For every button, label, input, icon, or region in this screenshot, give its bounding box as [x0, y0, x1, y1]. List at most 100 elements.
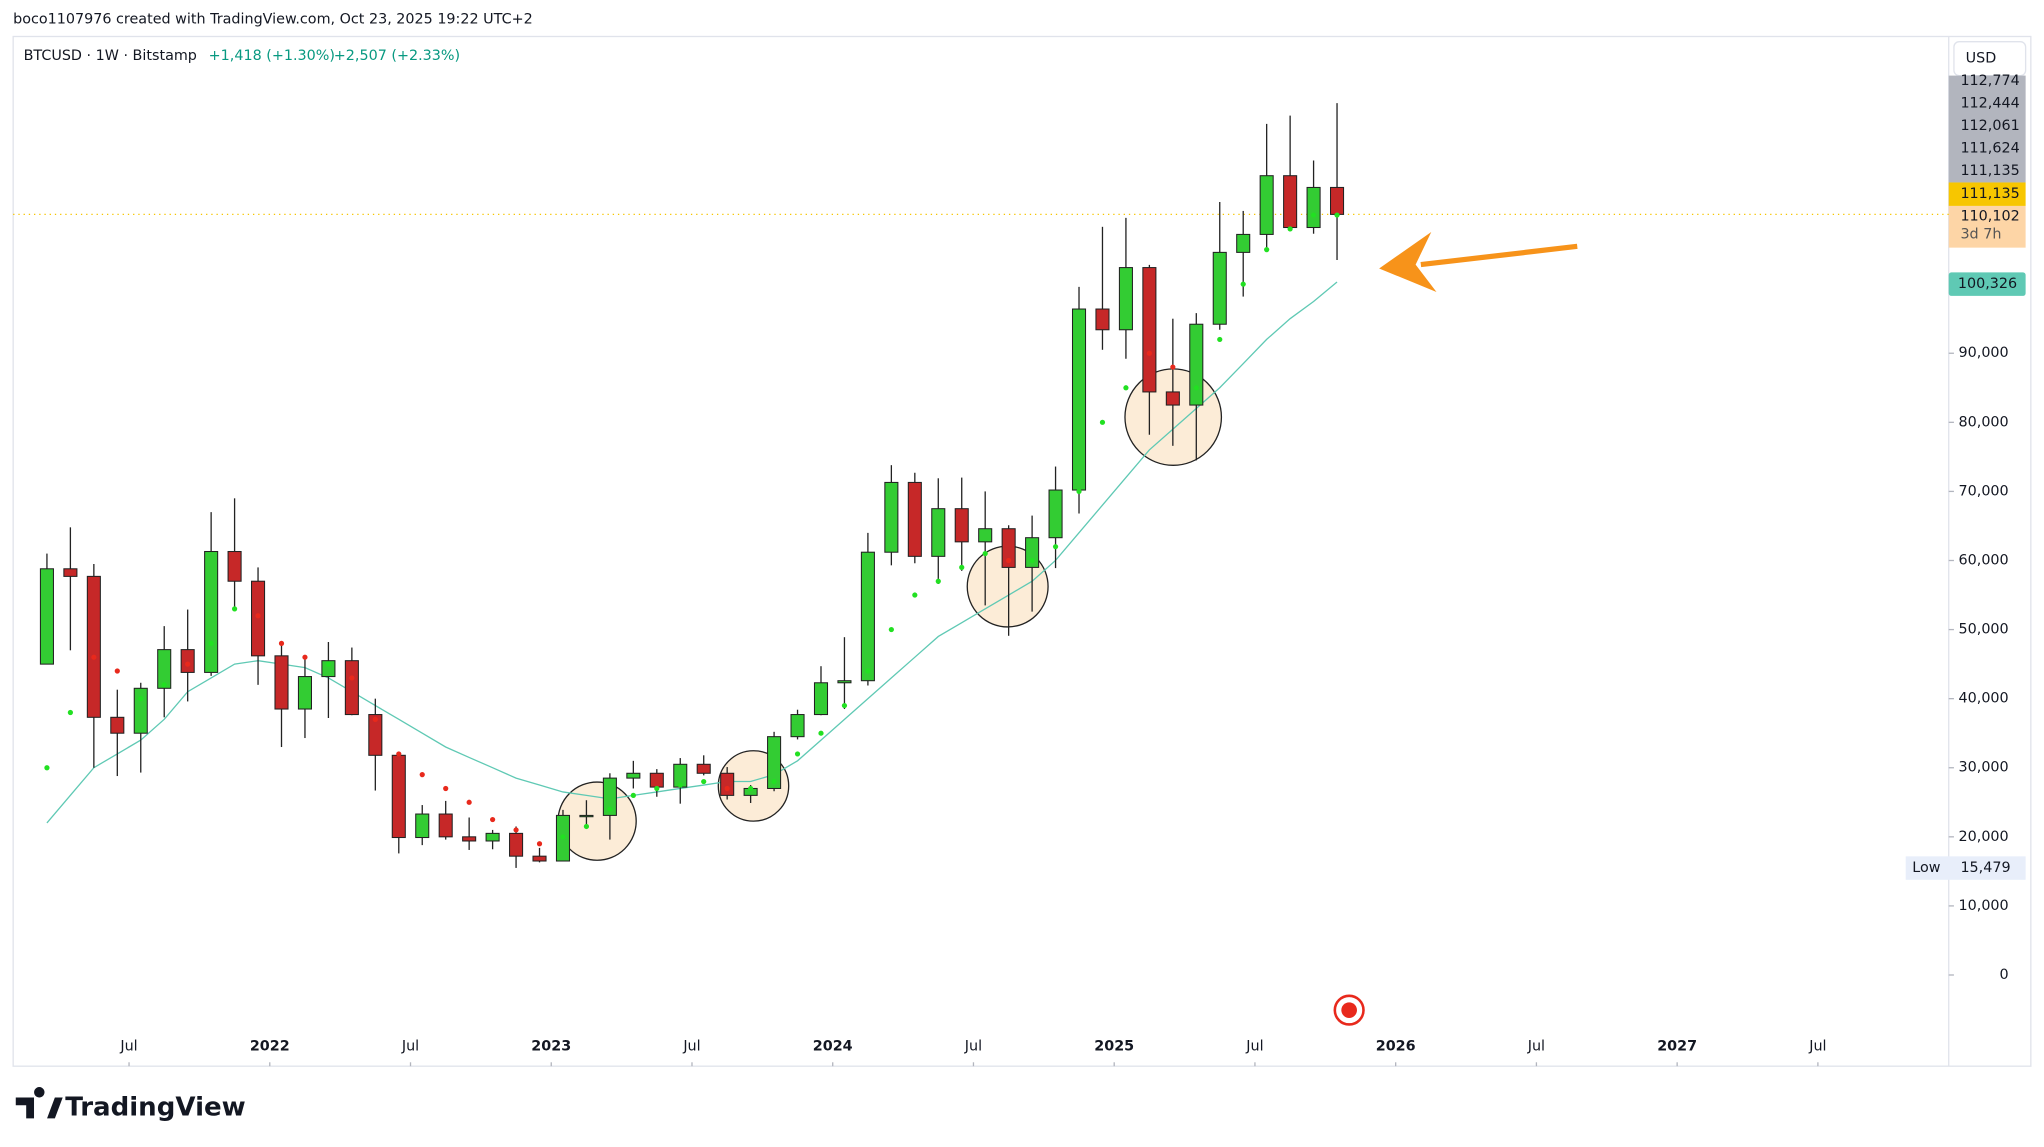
change: +1,418 (+1.30%) [209, 48, 335, 64]
tag-bg [1948, 182, 2026, 206]
candle-body [415, 813, 430, 839]
moving-average [46, 281, 1338, 824]
x-tick-label: Jul [964, 1039, 982, 1055]
candle-body [1236, 233, 1251, 253]
y-tick-label: 50,000 [1959, 622, 2009, 638]
candle-body [1306, 186, 1321, 229]
trend-dot [771, 778, 777, 785]
trend-dot [1240, 281, 1246, 287]
y-tick-label: 20,000 [1959, 829, 2009, 845]
y-tick-label: 0 [2000, 967, 2009, 983]
trend-dot [490, 816, 496, 823]
trend-dot [349, 675, 355, 681]
candle-body [602, 777, 617, 816]
trend-dot [1123, 385, 1129, 391]
credit: boco1107976 created with TradingView.com… [13, 12, 533, 28]
price-tags: 111,135 110,102 3d 7h 100,326 Low 15,479 [1905, 75, 2026, 880]
x-tick-label: 2025 [1094, 1039, 1134, 1055]
symbol: BTCUSD · 1W · Bitstamp [24, 48, 197, 64]
event-flag-dot [1341, 1002, 1357, 1018]
candle-body [344, 660, 359, 716]
x-tick-label: 2023 [531, 1039, 571, 1055]
x-tick-label: 2026 [1376, 1039, 1416, 1055]
candle-body [579, 814, 594, 818]
candle-body [1025, 537, 1040, 568]
trend-dot [185, 661, 191, 667]
candle-body [837, 680, 852, 684]
trend-dot [959, 564, 965, 571]
trend-dot [466, 799, 472, 805]
candle-body [978, 528, 993, 543]
trend-dot [748, 785, 754, 792]
trend-dot [888, 626, 894, 633]
countdown: 3d 7h [1960, 227, 2001, 243]
candle-body [767, 736, 782, 789]
change: +2,507 (+2.33%) [334, 48, 460, 64]
trend-dot [67, 709, 74, 716]
x-tick-label: 2024 [813, 1039, 853, 1055]
tag-bg [1905, 856, 2026, 880]
scale-tag: 111,624 [1960, 140, 2019, 156]
trend-dot [443, 785, 449, 792]
candle-body [180, 649, 195, 673]
trend-dot [935, 578, 941, 584]
candle-body [251, 580, 266, 657]
trend-dot [372, 716, 378, 722]
candle-body [63, 568, 78, 577]
trend-dot [1334, 212, 1340, 218]
trend-dot [794, 751, 801, 757]
trend-dot [1170, 364, 1176, 370]
x-tick-label: 2022 [250, 1039, 290, 1055]
y-tick-label: 60,000 [1959, 552, 2009, 568]
tag-bg [1948, 272, 2026, 296]
candle-body [1071, 308, 1087, 491]
trend-dot [278, 640, 285, 647]
x-tick-label: 2027 [1657, 1039, 1697, 1055]
trend-dot [724, 785, 730, 792]
trend-dot [1193, 385, 1199, 391]
chart-frame [12, 35, 2032, 1067]
arrow-head [1379, 232, 1437, 292]
logo-icon [15, 1087, 63, 1119]
trend-dot [513, 827, 519, 833]
scale-tag: 112,774 [1960, 73, 2019, 89]
low-label: Low [1912, 860, 1940, 876]
low-value: 15,479 [1960, 860, 2010, 876]
trend-dot [1217, 336, 1223, 343]
candle-body [39, 568, 54, 665]
candle-body [1095, 308, 1110, 331]
trend-dot [1310, 212, 1317, 218]
trend-dot [255, 613, 261, 619]
trend-dot [1099, 419, 1106, 425]
trend-dot [654, 785, 660, 792]
close-tag: 110,102 [1960, 208, 2019, 224]
candle-body [86, 575, 101, 718]
scale-tag: 112,444 [1960, 95, 2019, 111]
x-tick-label: Jul [401, 1039, 419, 1055]
trend-dot [1006, 557, 1012, 564]
x-tick-label: Jul [119, 1039, 137, 1055]
candle-body [204, 550, 219, 673]
y-tick-label: 80,000 [1959, 414, 2009, 430]
y-tick-label: 40,000 [1959, 691, 2009, 707]
candle-body [391, 754, 406, 839]
candle-body [1118, 267, 1133, 331]
candle-body [1048, 489, 1063, 539]
candle-body [1142, 267, 1157, 393]
candle-body [1283, 175, 1298, 229]
candle-body [462, 836, 477, 842]
brand: TradingView [65, 1092, 245, 1122]
currency[interactable]: USD [1966, 51, 1997, 67]
y-tick-label: 10,000 [1959, 898, 2009, 914]
candle-body [1329, 186, 1345, 215]
candle-body [860, 551, 875, 682]
trend-dot [302, 654, 308, 660]
candle-body [110, 716, 125, 734]
candle-body [790, 714, 805, 738]
candle-body [368, 714, 383, 756]
candle-body [907, 481, 922, 557]
y-tick-label: 70,000 [1959, 483, 2009, 499]
trend-dot [1076, 488, 1082, 495]
